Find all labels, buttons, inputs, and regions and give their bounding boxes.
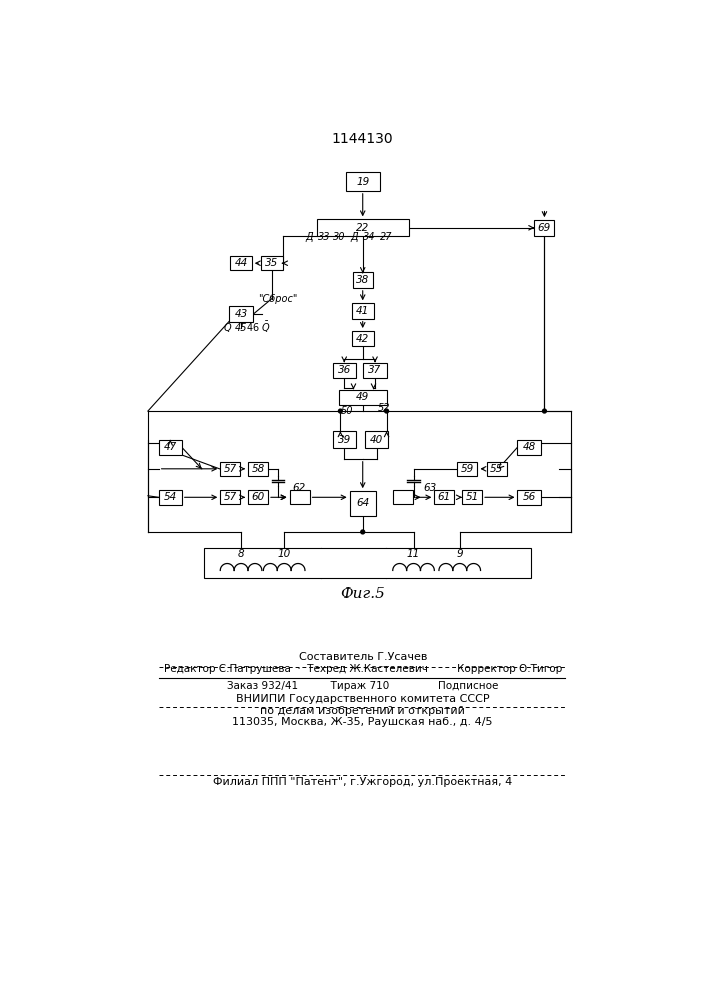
Text: 39: 39: [338, 435, 351, 445]
Text: 8: 8: [238, 549, 245, 559]
Text: 27: 27: [380, 232, 392, 242]
Text: Фиг.5: Фиг.5: [340, 587, 385, 601]
Circle shape: [385, 409, 389, 413]
Bar: [365, 431, 388, 448]
Text: по делам изобретений и открытий: по делам изобретений и открытий: [260, 706, 465, 716]
Text: 69: 69: [538, 223, 551, 233]
Text: 45: 45: [235, 323, 247, 333]
Bar: [248, 490, 268, 504]
Bar: [221, 490, 240, 504]
Text: 59: 59: [461, 464, 474, 474]
Circle shape: [542, 409, 547, 413]
Text: Заказ 932/41          Тираж 710               Подписное: Заказ 932/41 Тираж 710 Подписное: [227, 681, 498, 691]
Text: 11: 11: [407, 549, 420, 559]
Bar: [346, 172, 380, 191]
Text: 30: 30: [332, 232, 345, 242]
Text: 64: 64: [356, 498, 369, 508]
Bar: [393, 490, 413, 504]
Text: "Сброс": "Сброс": [257, 294, 297, 304]
Bar: [350, 491, 376, 516]
Text: 42: 42: [356, 334, 369, 344]
Bar: [462, 490, 482, 504]
Bar: [434, 490, 455, 504]
Text: Составитель Г.Усачев: Составитель Г.Усачев: [298, 652, 427, 662]
Text: 34: 34: [363, 232, 375, 242]
Text: 54: 54: [163, 492, 177, 502]
Text: 50: 50: [341, 406, 354, 416]
Bar: [229, 306, 253, 322]
Bar: [518, 440, 541, 455]
Bar: [261, 256, 283, 270]
Text: 44: 44: [235, 258, 247, 268]
Text: 22: 22: [356, 223, 369, 233]
Text: 43: 43: [235, 309, 247, 319]
Circle shape: [361, 530, 365, 534]
Bar: [248, 462, 268, 476]
Text: 52: 52: [378, 403, 390, 413]
Bar: [230, 256, 252, 270]
Text: 55: 55: [490, 464, 503, 474]
Text: 49: 49: [356, 392, 369, 402]
Text: 63: 63: [423, 483, 437, 493]
Text: 57: 57: [223, 492, 237, 502]
Bar: [518, 490, 541, 505]
Text: 40: 40: [370, 435, 383, 445]
Bar: [363, 363, 387, 378]
Text: Д: Д: [351, 232, 358, 242]
Text: 62: 62: [292, 483, 305, 493]
Text: 37: 37: [368, 365, 382, 375]
Bar: [158, 490, 182, 505]
Bar: [534, 220, 554, 235]
Text: Филиал ППП "Патент", г.Ужгород, ул.Проектная, 4: Филиал ППП "Патент", г.Ужгород, ул.Проек…: [213, 777, 513, 787]
Bar: [204, 548, 530, 578]
Text: 10: 10: [278, 549, 291, 559]
Text: 19: 19: [356, 177, 369, 187]
Bar: [317, 219, 409, 236]
Bar: [352, 303, 373, 319]
Text: Д: Д: [305, 232, 312, 242]
Text: 113035, Москва, Ж-35, Раушская наб., д. 4/5: 113035, Москва, Ж-35, Раушская наб., д. …: [233, 717, 493, 727]
Text: ВНИИПИ Государственного комитета СССР: ВНИИПИ Государственного комитета СССР: [236, 694, 489, 704]
Bar: [457, 462, 477, 476]
Text: 9: 9: [457, 549, 463, 559]
Text: 60: 60: [252, 492, 264, 502]
Text: 1144130: 1144130: [332, 132, 394, 146]
Bar: [353, 272, 373, 288]
Bar: [333, 431, 356, 448]
Text: 35: 35: [265, 258, 279, 268]
Text: Редактор С.Патрушева  ·  Техред Ж.Кастелевич         Корректор О.Тигор: Редактор С.Патрушева · Техред Ж.Кастелев…: [163, 664, 562, 674]
Text: 57: 57: [223, 464, 237, 474]
Bar: [158, 440, 182, 455]
Text: 56: 56: [522, 492, 536, 502]
Text: 46 $\bar{Q}$: 46 $\bar{Q}$: [245, 320, 270, 335]
Bar: [352, 331, 373, 346]
Bar: [290, 490, 310, 504]
Bar: [333, 363, 356, 378]
Bar: [486, 462, 507, 476]
Text: 58: 58: [252, 464, 264, 474]
Text: 48: 48: [522, 442, 536, 452]
Bar: [339, 389, 387, 405]
Circle shape: [339, 409, 342, 413]
Text: 36: 36: [338, 365, 351, 375]
Text: 33: 33: [318, 232, 330, 242]
Text: 61: 61: [438, 492, 451, 502]
Text: 47: 47: [163, 442, 177, 452]
Text: 41: 41: [356, 306, 369, 316]
Text: Q: Q: [223, 323, 231, 333]
Text: 51: 51: [465, 492, 479, 502]
Text: 38: 38: [356, 275, 369, 285]
Bar: [221, 462, 240, 476]
